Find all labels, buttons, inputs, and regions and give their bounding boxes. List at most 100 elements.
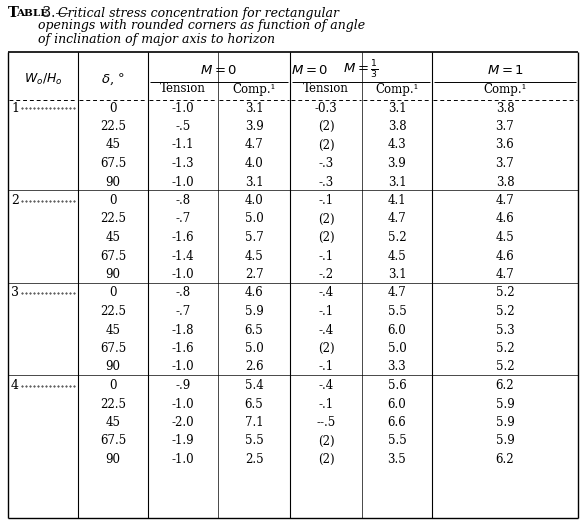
Text: 4.7: 4.7 (496, 268, 515, 281)
Text: 5.2: 5.2 (496, 287, 515, 299)
Text: -0.3: -0.3 (315, 102, 338, 115)
Text: 3.1: 3.1 (245, 176, 263, 188)
Text: -.1: -.1 (318, 398, 333, 410)
Text: -1.8: -1.8 (172, 323, 194, 337)
Text: 3.8: 3.8 (496, 102, 515, 115)
Text: 2.7: 2.7 (245, 268, 263, 281)
Text: 3.7: 3.7 (496, 120, 515, 133)
Text: Tension: Tension (303, 83, 349, 96)
Text: -.1: -.1 (318, 249, 333, 262)
Text: (2): (2) (318, 453, 334, 466)
Text: -.1: -.1 (318, 305, 333, 318)
Text: 5.9: 5.9 (496, 416, 515, 429)
Text: of inclination of major axis to horizon: of inclination of major axis to horizon (38, 33, 275, 46)
Text: 6.2: 6.2 (496, 453, 515, 466)
Text: $W_o/H_o$: $W_o/H_o$ (23, 72, 62, 87)
Text: 5.2: 5.2 (496, 305, 515, 318)
Text: 90: 90 (105, 268, 121, 281)
Text: 5.3: 5.3 (496, 323, 515, 337)
Text: 45: 45 (105, 138, 121, 151)
Text: 5.7: 5.7 (244, 231, 263, 244)
Text: 4.1: 4.1 (388, 194, 406, 207)
Text: -.2: -.2 (318, 268, 333, 281)
Text: 3.9: 3.9 (387, 157, 406, 170)
Text: 0: 0 (109, 287, 117, 299)
Text: (2): (2) (318, 138, 334, 151)
Text: 22.5: 22.5 (100, 398, 126, 410)
Text: -.4: -.4 (318, 287, 333, 299)
Text: 5.6: 5.6 (387, 379, 406, 392)
Text: 90: 90 (105, 453, 121, 466)
Text: -1.0: -1.0 (172, 102, 195, 115)
Text: 5.9: 5.9 (496, 434, 515, 448)
Text: 3.9: 3.9 (244, 120, 263, 133)
Text: 4.7: 4.7 (496, 194, 515, 207)
Text: 2.6: 2.6 (245, 360, 263, 373)
Text: $\delta$, °: $\delta$, ° (101, 72, 125, 87)
Text: 4.7: 4.7 (244, 138, 263, 151)
Text: -.3: -.3 (318, 176, 333, 188)
Text: Critical stress concentration for rectangular: Critical stress concentration for rectan… (58, 6, 339, 19)
Text: 3.7: 3.7 (496, 157, 515, 170)
Text: -.4: -.4 (318, 379, 333, 392)
Text: 45: 45 (105, 231, 121, 244)
Text: 5.0: 5.0 (244, 213, 263, 226)
Text: Comp.¹: Comp.¹ (232, 83, 275, 96)
Text: 67.5: 67.5 (100, 249, 126, 262)
Text: 22.5: 22.5 (100, 213, 126, 226)
Text: 5.2: 5.2 (496, 342, 515, 355)
Text: 6.6: 6.6 (387, 416, 406, 429)
Text: -1.0: -1.0 (172, 268, 195, 281)
Text: 6.0: 6.0 (387, 398, 406, 410)
Text: 4.0: 4.0 (244, 194, 263, 207)
Text: 3.6: 3.6 (496, 138, 515, 151)
Text: 5.4: 5.4 (244, 379, 263, 392)
Text: 3.1: 3.1 (388, 268, 406, 281)
Text: 6.2: 6.2 (496, 379, 515, 392)
Text: (2): (2) (318, 434, 334, 448)
Text: 3.1: 3.1 (245, 102, 263, 115)
Text: 67.5: 67.5 (100, 434, 126, 448)
Text: 45: 45 (105, 416, 121, 429)
Text: -1.4: -1.4 (172, 249, 195, 262)
Text: -1.9: -1.9 (172, 434, 195, 448)
Text: -.8: -.8 (175, 287, 190, 299)
Text: (2): (2) (318, 120, 334, 133)
Text: -2.0: -2.0 (172, 416, 195, 429)
Text: Comp.¹: Comp.¹ (375, 83, 418, 96)
Text: -1.6: -1.6 (172, 231, 195, 244)
Text: -.8: -.8 (175, 194, 190, 207)
Text: 90: 90 (105, 176, 121, 188)
Text: -1.3: -1.3 (172, 157, 195, 170)
Text: -1.1: -1.1 (172, 138, 194, 151)
Text: 6.5: 6.5 (244, 323, 263, 337)
Text: -.5: -.5 (175, 120, 190, 133)
Text: ABLE: ABLE (16, 8, 49, 17)
Text: -1.0: -1.0 (172, 360, 195, 373)
Text: 4.5: 4.5 (387, 249, 406, 262)
Text: (2): (2) (318, 342, 334, 355)
Text: 67.5: 67.5 (100, 342, 126, 355)
Text: 3.8: 3.8 (496, 176, 515, 188)
Text: 4.7: 4.7 (387, 287, 406, 299)
Text: 3.3: 3.3 (387, 360, 406, 373)
Text: 3.8: 3.8 (388, 120, 406, 133)
Text: -.7: -.7 (175, 213, 190, 226)
Text: 5.2: 5.2 (496, 360, 515, 373)
Text: 3.1: 3.1 (388, 176, 406, 188)
Text: 4.6: 4.6 (496, 249, 515, 262)
Text: 90: 90 (105, 360, 121, 373)
Text: 6.5: 6.5 (244, 398, 263, 410)
Text: -1.0: -1.0 (172, 176, 195, 188)
Text: T: T (8, 6, 19, 20)
Text: 2: 2 (11, 194, 19, 207)
Text: $M=\frac{1}{3}$: $M=\frac{1}{3}$ (343, 59, 379, 81)
Text: (2): (2) (318, 213, 334, 226)
Text: 67.5: 67.5 (100, 157, 126, 170)
Text: 4.5: 4.5 (244, 249, 263, 262)
Text: -.9: -.9 (175, 379, 190, 392)
Text: 3.1: 3.1 (388, 102, 406, 115)
Text: -1.6: -1.6 (172, 342, 195, 355)
Text: openings with rounded corners as function of angle: openings with rounded corners as functio… (38, 19, 365, 33)
Text: -.4: -.4 (318, 323, 333, 337)
